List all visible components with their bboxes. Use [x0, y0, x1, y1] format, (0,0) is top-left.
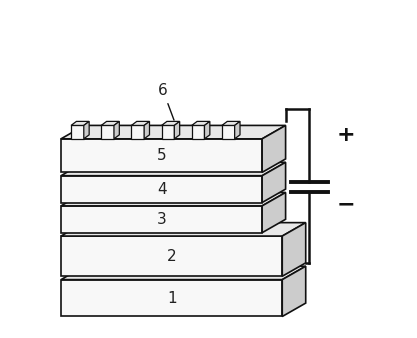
- Bar: [192, 125, 204, 139]
- Bar: [71, 125, 84, 139]
- Bar: [61, 236, 282, 276]
- Polygon shape: [61, 266, 306, 280]
- Bar: [61, 176, 262, 202]
- Polygon shape: [131, 121, 150, 125]
- Text: 3: 3: [157, 212, 166, 227]
- Bar: [222, 125, 235, 139]
- Polygon shape: [204, 121, 210, 139]
- Polygon shape: [71, 121, 89, 125]
- Polygon shape: [101, 121, 119, 125]
- Bar: [161, 125, 174, 139]
- Polygon shape: [61, 223, 306, 236]
- Text: 6: 6: [158, 83, 174, 120]
- Polygon shape: [262, 192, 286, 233]
- Text: 1: 1: [167, 291, 176, 306]
- Text: 5: 5: [157, 148, 166, 163]
- Polygon shape: [84, 121, 89, 139]
- Bar: [131, 125, 144, 139]
- Bar: [61, 206, 262, 233]
- Polygon shape: [262, 162, 286, 202]
- Polygon shape: [61, 192, 286, 206]
- Polygon shape: [144, 121, 150, 139]
- Polygon shape: [61, 125, 286, 139]
- Polygon shape: [161, 121, 180, 125]
- Bar: [61, 280, 282, 316]
- Polygon shape: [282, 223, 306, 276]
- Polygon shape: [114, 121, 119, 139]
- Polygon shape: [222, 121, 240, 125]
- Polygon shape: [174, 121, 180, 139]
- Text: +: +: [337, 125, 355, 145]
- Polygon shape: [262, 125, 286, 172]
- Bar: [61, 139, 262, 172]
- Bar: [101, 125, 114, 139]
- Polygon shape: [282, 266, 306, 316]
- Polygon shape: [235, 121, 240, 139]
- Polygon shape: [61, 162, 286, 176]
- Polygon shape: [192, 121, 210, 125]
- Text: −: −: [337, 194, 355, 214]
- Text: 4: 4: [157, 182, 166, 197]
- Text: 2: 2: [167, 249, 176, 264]
